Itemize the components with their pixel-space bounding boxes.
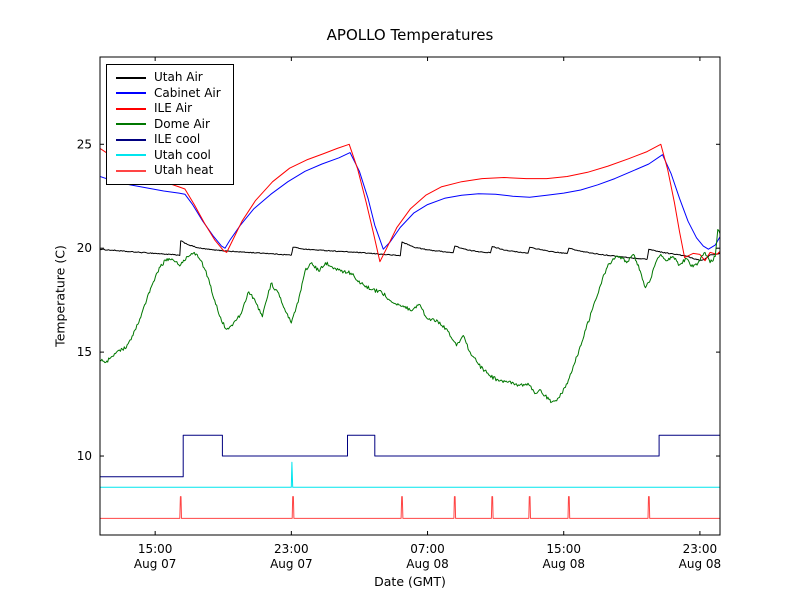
axes-frame: [99, 56, 721, 536]
x-tick-time-label: 23:00: [274, 542, 309, 556]
x-tick-date-label: Aug 07: [270, 557, 313, 571]
legend-line-sample: [116, 138, 146, 141]
x-tick-date-label: Aug 08: [406, 557, 449, 571]
series-line-utah-air: [100, 240, 720, 261]
series-line-ile-air: [100, 143, 720, 263]
series-line-ile-cool: [100, 434, 720, 478]
x-tick-date-label: Aug 08: [542, 557, 585, 571]
legend-item-utah-air: Utah Air: [116, 70, 221, 86]
legend-label: Cabinet Air: [154, 85, 221, 100]
y-axis-label: Temperature (C): [52, 245, 68, 347]
x-axis-label: Date (GMT): [374, 574, 446, 589]
legend-line-sample: [116, 92, 146, 95]
legend-item-ile-cool: ILE cool: [116, 132, 221, 148]
legend-line-sample: [116, 107, 146, 110]
legend-line-sample: [116, 123, 146, 126]
legend-label: Utah heat: [154, 163, 214, 178]
x-tick-time-label: 15:00: [546, 542, 581, 556]
legend-label: Utah cool: [154, 147, 211, 162]
y-tick-label: 20: [77, 241, 92, 255]
legend-item-dome-air: Dome Air: [116, 117, 221, 133]
series-line-utah-heat: [100, 496, 720, 519]
legend-label: ILE Air: [154, 101, 193, 116]
series-line-utah-cool: [100, 461, 720, 488]
y-tick-label: 15: [77, 345, 92, 359]
legend-item-utah-heat: Utah heat: [116, 163, 221, 179]
legend-line-sample: [116, 76, 146, 79]
legend-label: ILE cool: [154, 132, 201, 147]
legend-item-utah-cool: Utah cool: [116, 148, 221, 164]
legend-item-cabinet-air: Cabinet Air: [116, 86, 221, 102]
legend-label: Utah Air: [154, 70, 203, 85]
legend-line-sample: [116, 169, 146, 172]
y-tick-label: 10: [77, 449, 92, 463]
x-tick-date-label: Aug 07: [134, 557, 177, 571]
x-tick-date-label: Aug 08: [679, 557, 722, 571]
legend-line-sample: [116, 154, 146, 157]
legend-label: Dome Air: [154, 116, 210, 131]
x-tick-time-label: 07:00: [410, 542, 445, 556]
series-line-dome-air: [100, 229, 720, 404]
legend-item-ile-air: ILE Air: [116, 101, 221, 117]
chart-title: APOLLO Temperatures: [326, 26, 494, 44]
legend: Utah Air Cabinet Air ILE Air Dome Air ILE co…: [106, 64, 234, 185]
x-tick-time-label: 23:00: [683, 542, 718, 556]
y-tick-label: 25: [77, 137, 92, 151]
x-tick-time-label: 15:00: [138, 542, 173, 556]
